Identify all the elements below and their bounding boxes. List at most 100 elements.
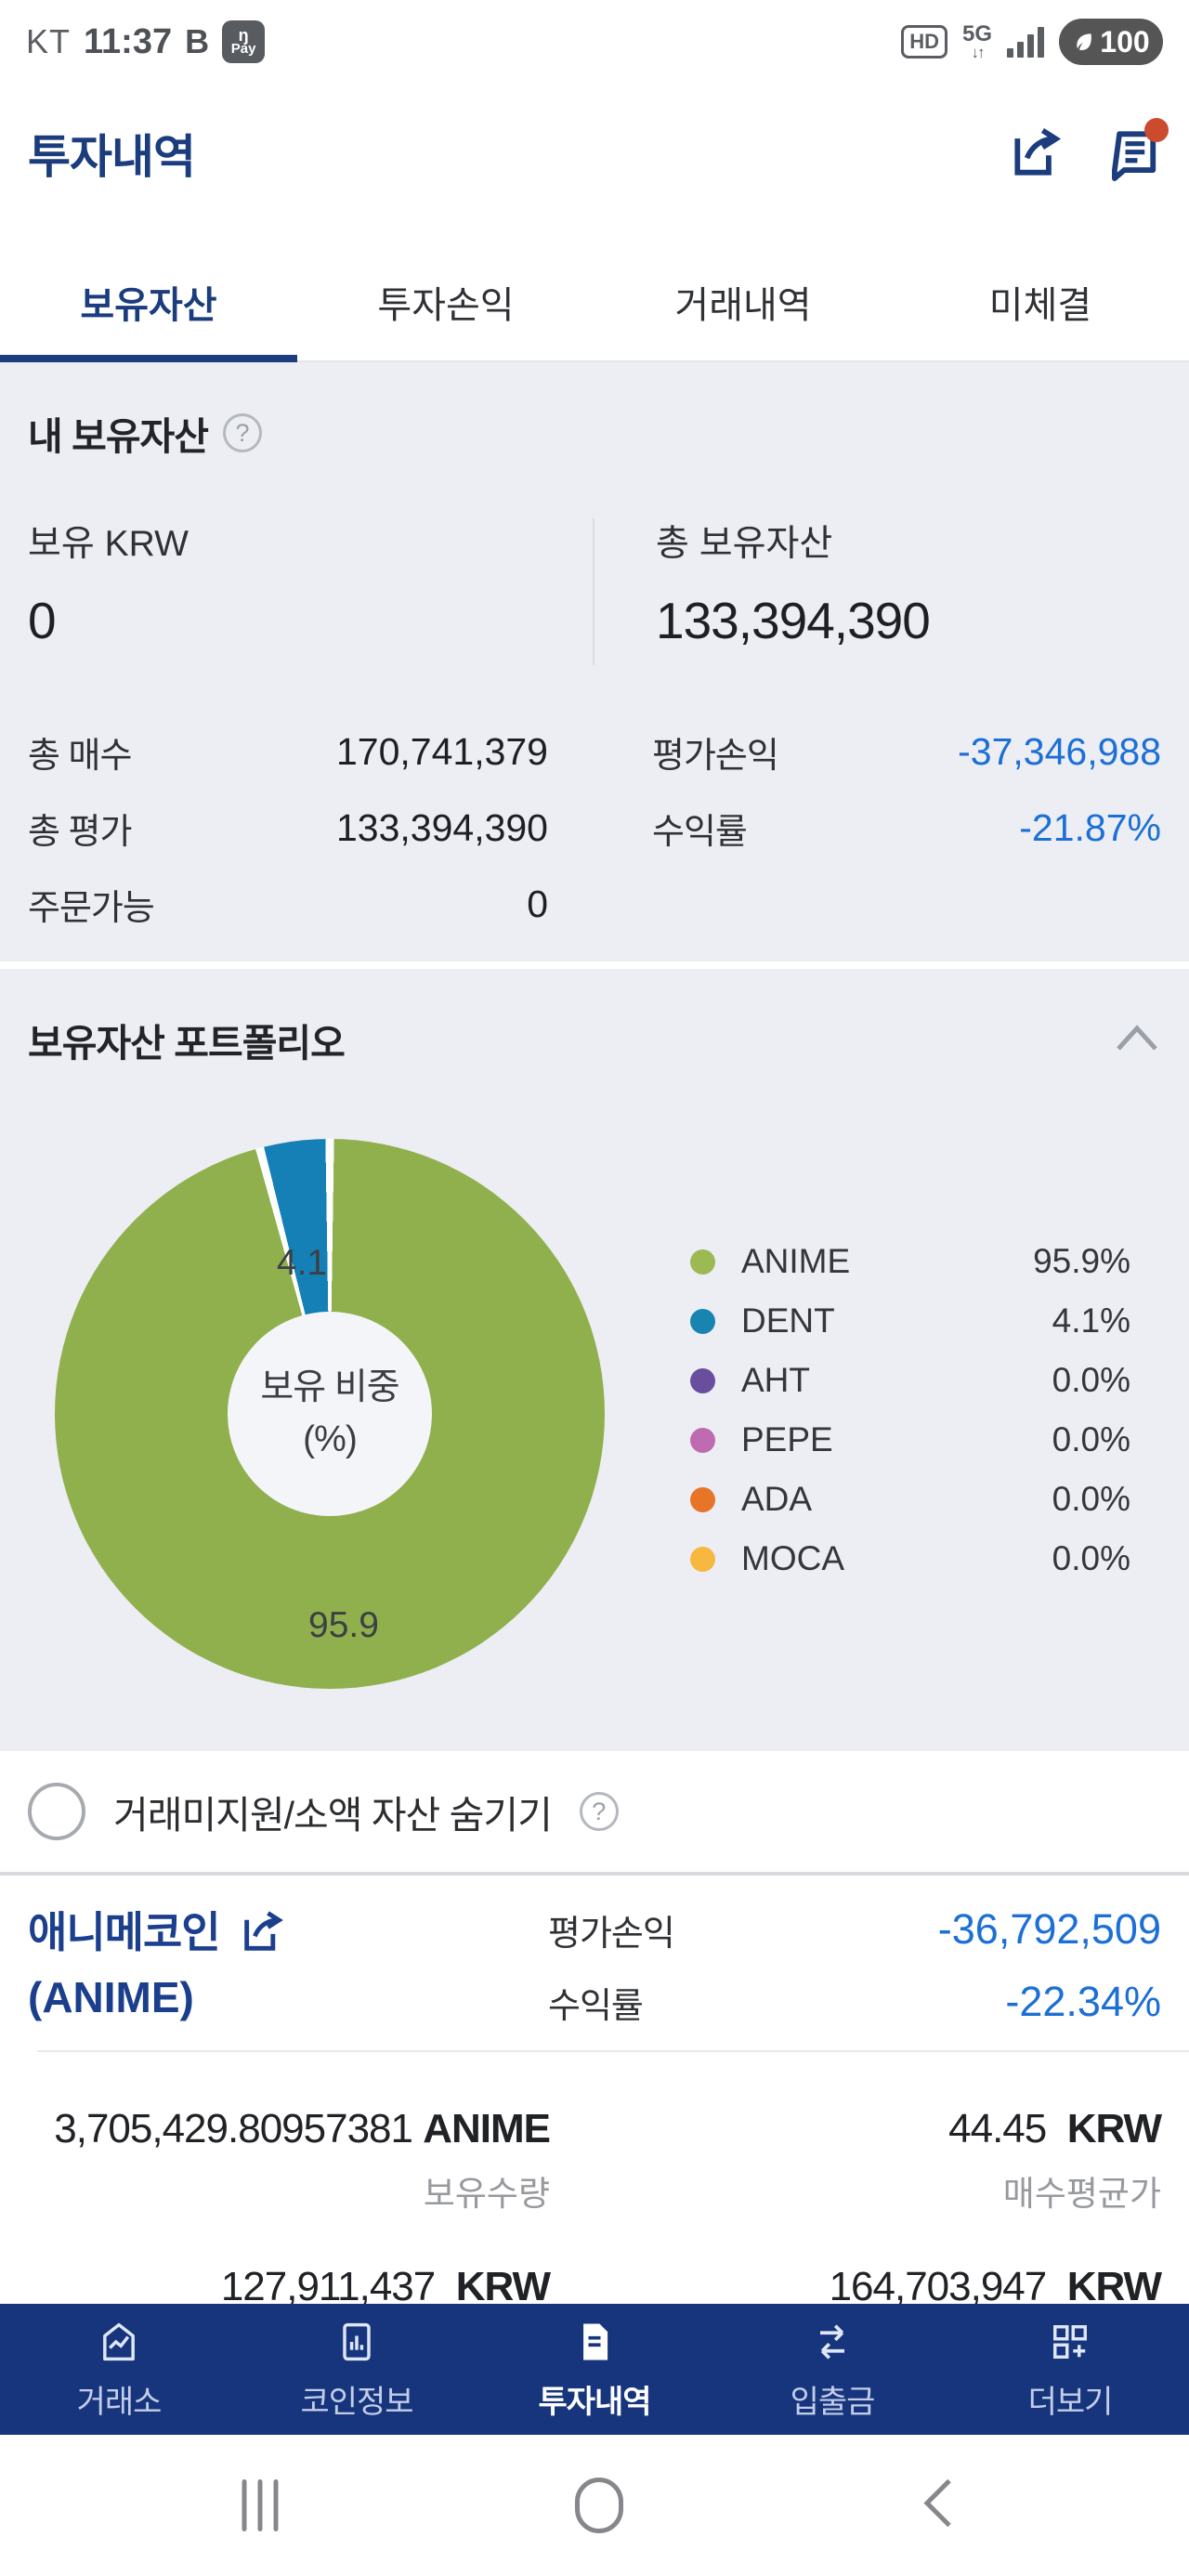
avg-buy-price-value: 44.45 KRW [948,2106,1162,2151]
legend-item-anime: ANIME 95.9% [690,1232,1130,1291]
status-left: KT 11:37 B ŋ Pay [26,20,266,63]
hide-small-assets-row: 거래미지원/소액 자산 숨기기 ? [0,1751,1189,1872]
notice-button[interactable] [1102,118,1169,183]
tab-profit-loss[interactable]: 투자손익 [377,285,515,326]
total-assets-label: 총 보유자산 [656,524,833,564]
summary-left-rows: 총 매수 170,741,379 총 평가 133,394,390 주문가능 0 [28,713,548,942]
carrier-label: KT [26,22,72,60]
recent-apps-button[interactable] [242,2479,279,2531]
page-title: 투자내역 [28,131,196,183]
signal-bars-icon [1007,26,1044,58]
column-divider [593,518,594,665]
battery-icon: 100 [1059,19,1163,65]
section-divider [0,1872,1189,1876]
holdings-summary-card: 내 보유자산 ? 보유 KRW 0 총 보유자산 133,394,390 총 매… [0,362,1189,961]
slice-label-anime: 95.9 [308,1605,379,1645]
eval-amount-value: 127,911,437 KRW [220,2264,551,2309]
hide-small-assets-help-icon[interactable]: ? [579,1792,619,1831]
nav-exchange[interactable]: 거래소 [0,2304,238,2435]
legend-dot-dent [690,1308,715,1334]
coin-name: 애니메코인 [28,1908,221,1956]
donut-center-label-2: (%) [303,1419,358,1459]
summary-right-rows: 평가손익 -37,346,988 수익률 -21.87% [652,713,1161,942]
system-nav-bar [0,2435,1189,2576]
legend-item-dent: DENT 4.1% [690,1291,1130,1351]
portfolio-section-title: 보유자산 포트폴리오 [28,1022,346,1065]
hide-small-assets-label: 거래미지원/소액 자산 숨기기 [113,1794,553,1837]
buy-amount-value: 164,703,947 KRW [829,2264,1162,2309]
coin-name-block: 애니메코인 (ANIME) [28,1900,548,2032]
quantity-values-row: 3,705,429.80957381 ANIME 44.45 KRW [28,2106,1162,2152]
collapse-button[interactable] [1113,1021,1161,1059]
tab-holdings[interactable]: 보유자산 [80,285,217,326]
nav-investments[interactable]: 투자내역 [476,2304,713,2435]
kt-pay-icon: ŋ Pay [222,20,266,63]
legend-item-moca: MOCA 0.0% [690,1529,1130,1589]
share-button[interactable] [1007,124,1066,183]
holding-quantity-label: 보유수량 [423,2175,550,2213]
quantity-labels-row: 보유수량 매수평균가 [28,2165,1161,2216]
legend-dot-aht [690,1367,715,1393]
coin-pl-row: 평가손익 -36,792,509 [548,1905,1161,1954]
krw-balance-value: 0 [28,592,57,649]
back-button[interactable] [918,2476,959,2536]
valuation-pl-row: 평가손익 -37,346,988 [652,729,1161,776]
portfolio-donut: 보유 비중 (%) [55,1139,605,1689]
status-right: HD 5G ↓↑ 100 [901,19,1163,65]
hd-icon: HD [901,25,947,59]
legend-dot-moca [690,1546,715,1572]
active-tab-underline [0,355,297,362]
section-gap [0,961,1189,969]
total-eval-row: 총 평가 133,394,390 [28,805,548,852]
coin-info-icon [333,2317,381,2367]
krw-balance-label: 보유 KRW [28,524,189,564]
summary-columns: 보유 KRW 0 총 보유자산 133,394,390 [28,515,1161,665]
coin-pl-block: 평가손익 -36,792,509 수익률 -22.34% [548,1900,1161,2032]
coin-item-anime[interactable]: 애니메코인 (ANIME) 평가손익 -36,792,509 수익률 -22.3… [0,1876,1189,2050]
portfolio-card: 보유자산 포트폴리오 보유 비중 (%) 4.1 95.9 ANIME 95.9… [0,969,1189,1751]
status-b-icon: B [185,22,210,60]
holdings-section-head: 내 보유자산 ? [28,362,1161,461]
status-bar: KT 11:37 B ŋ Pay HD 5G ↓↑ 100 [0,0,1189,84]
tab-open-orders[interactable]: 미체결 [988,285,1092,326]
notification-dot [1144,118,1169,142]
summary-detail-rows: 총 매수 170,741,379 총 평가 133,394,390 주문가능 0… [28,713,1161,942]
legend-dot-anime [690,1249,715,1275]
valuation-values-row: 127,911,437 KRW 164,703,947 KRW [28,2264,1162,2310]
hide-small-assets-checkbox[interactable] [28,1783,85,1840]
exchange-icon [95,2317,143,2367]
portfolio-section-head: 보유자산 포트폴리오 [0,969,1189,1067]
header-actions [1007,118,1169,183]
5g-network-icon: 5G ↓↑ [961,21,992,61]
holding-quantity-value: 3,705,429.80957381 ANIME [54,2106,551,2151]
total-assets-value: 133,394,390 [656,592,931,649]
legend-dot-ada [690,1486,715,1512]
legend-dot-pepe [690,1427,715,1453]
yield-rate-row: 수익률 -21.87% [652,805,1161,852]
coin-rate-row: 수익률 -22.34% [548,1978,1161,2026]
holdings-section-title: 내 보유자산 [28,415,209,458]
home-button[interactable] [575,2478,623,2533]
bottom-nav: 거래소 코인정보 투자내역 [0,2304,1189,2435]
total-assets-block: 총 보유자산 133,394,390 [594,515,1161,665]
nav-deposit-withdraw[interactable]: 입출금 [713,2304,951,2435]
transfer-arrows-icon [808,2317,856,2367]
krw-balance-block: 보유 KRW 0 [28,515,593,665]
orderable-row: 주문가능 0 [28,882,548,928]
coin-symbol: (ANIME) [28,1973,194,2021]
coin-share-icon[interactable] [239,1908,287,1956]
chevron-up-icon [1117,1024,1157,1051]
legend-item-ada: ADA 0.0% [690,1470,1130,1529]
app-header: 투자내역 [0,84,1189,223]
tab-trade-history[interactable]: 거래내역 [674,285,812,326]
nav-coin-info[interactable]: 코인정보 [238,2304,476,2435]
slice-label-dent: 4.1 [276,1243,328,1283]
tab-bar: 보유자산 투자손익 거래내역 미체결 [0,223,1189,362]
nav-more[interactable]: 더보기 [951,2304,1189,2435]
coin-quantity-section: 3,705,429.80957381 ANIME 44.45 KRW 보유수량 … [0,2106,1189,2310]
investments-icon [570,2317,619,2367]
holdings-help-icon[interactable]: ? [223,413,262,452]
legend-item-pepe: PEPE 0.0% [690,1410,1130,1470]
share-icon [1014,128,1062,176]
